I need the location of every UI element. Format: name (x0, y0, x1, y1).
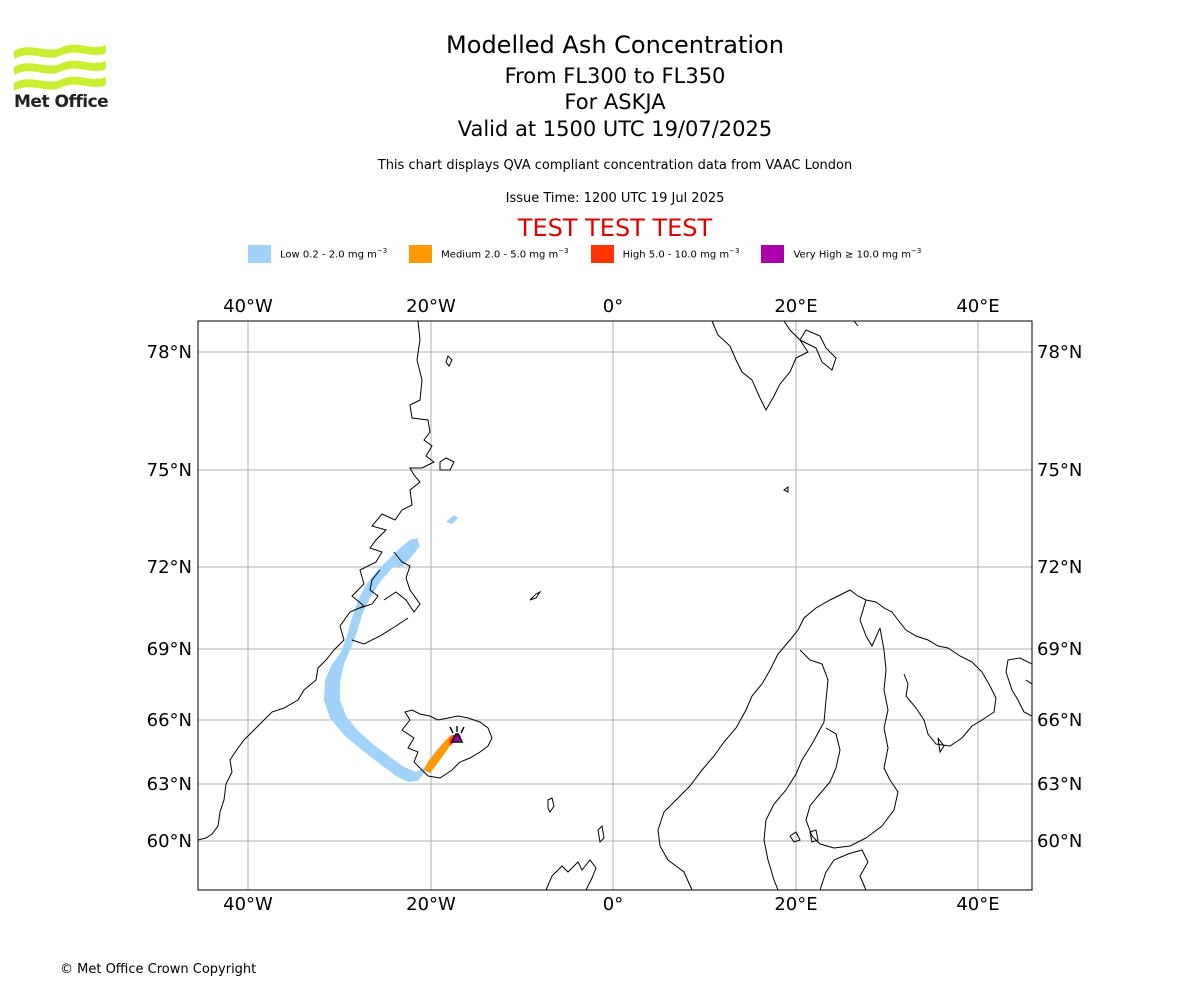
volcano-name: For ASKJA (564, 90, 666, 114)
lat-labels-right: 78°N 75°N 72°N 69°N 66°N 63°N 60°N (1037, 342, 1082, 852)
ash-low-fragment (446, 515, 458, 524)
ash-low-fragment (395, 539, 420, 567)
coastline-scandinavia (657, 589, 997, 890)
legend-label-very-high: Very High ≥ 10.0 mg m−3 (793, 247, 922, 261)
legend-swatch-very-high (761, 245, 785, 263)
legend-swatch-medium (409, 245, 433, 263)
met-office-logo (14, 44, 106, 91)
lon-label: 0° (603, 296, 623, 317)
lat-label: 60°N (1037, 831, 1082, 852)
lon-label: 40°W (223, 296, 273, 317)
lon-label: 20°E (774, 296, 817, 317)
coastline-jan-mayen (529, 590, 542, 601)
legend-item-high: High 5.0 - 10.0 mg m−3 (590, 245, 740, 263)
lon-label: 40°E (956, 296, 999, 317)
map-area (198, 321, 1032, 890)
lon-labels-top: 40°W 20°W 0° 20°E 40°E (223, 296, 999, 317)
ash-low-region (324, 538, 458, 782)
border-norway-sweden (763, 649, 829, 890)
lat-label: 69°N (1037, 639, 1082, 660)
lon-label: 20°E (774, 894, 817, 915)
legend-label-medium: Medium 2.0 - 5.0 mg m−3 (441, 247, 569, 261)
volcano-icon (449, 726, 465, 743)
legend-label-high: High 5.0 - 10.0 mg m−3 (622, 247, 740, 261)
lon-labels-bottom: 40°W 20°W 0° 20°E 40°E (223, 894, 999, 915)
coastline-finland-russia (1005, 657, 1032, 717)
graticule (198, 321, 1032, 890)
lat-label: 78°N (147, 342, 192, 363)
coastline-baltic (819, 849, 869, 890)
coastline-iceland (401, 709, 493, 779)
coastline-scotland (545, 859, 597, 890)
met-office-logo-text: Met Office (14, 92, 109, 112)
lat-label: 63°N (147, 774, 192, 795)
lat-label: 78°N (1037, 342, 1082, 363)
coastlines (198, 321, 1032, 890)
lat-label: 66°N (1037, 710, 1082, 731)
lon-label: 20°W (406, 894, 456, 915)
chart-title: Modelled Ash Concentration (446, 31, 784, 59)
lat-label: 72°N (1037, 557, 1082, 578)
test-banner: TEST TEST TEST (517, 214, 713, 242)
lon-label: 0° (603, 894, 623, 915)
ash-medium-region (424, 735, 455, 773)
legend-item-medium: Medium 2.0 - 5.0 mg m−3 (409, 245, 569, 263)
lat-label: 60°N (147, 831, 192, 852)
lat-label: 69°N (147, 639, 192, 660)
concentration-legend: Low 0.2 - 2.0 mg m−3 Medium 2.0 - 5.0 mg… (248, 244, 943, 264)
lon-label: 40°W (223, 894, 273, 915)
lat-labels-left: 78°N 75°N 72°N 69°N 66°N 63°N 60°N (147, 342, 192, 852)
legend-item-low: Low 0.2 - 2.0 mg m−3 (248, 245, 387, 263)
lat-label: 72°N (147, 557, 192, 578)
lat-label: 63°N (1037, 774, 1082, 795)
coastline-gulf-of-bothnia (805, 627, 899, 849)
lon-label: 20°W (406, 296, 456, 317)
legend-swatch-high (590, 245, 614, 263)
legend-item-very-high: Very High ≥ 10.0 mg m−3 (761, 245, 921, 263)
coastline-svalbard (711, 321, 809, 412)
flight-level-range: From FL300 to FL350 (504, 64, 726, 88)
legend-swatch-low (248, 245, 271, 263)
compliance-note: This chart displays QVA compliant concen… (377, 158, 853, 173)
issue-time: Issue Time: 1200 UTC 19 Jul 2025 (505, 191, 725, 206)
coastline-greenland (198, 321, 435, 841)
legend-label-low: Low 0.2 - 2.0 mg m−3 (280, 247, 388, 261)
lon-label: 40°E (956, 894, 999, 915)
lat-label: 66°N (147, 710, 192, 731)
valid-time: Valid at 1500 UTC 19/07/2025 (457, 117, 773, 141)
lat-label: 75°N (1037, 460, 1082, 481)
copyright-notice: © Met Office Crown Copyright (60, 962, 257, 977)
lat-label: 75°N (147, 460, 192, 481)
map-frame (197, 320, 1033, 891)
